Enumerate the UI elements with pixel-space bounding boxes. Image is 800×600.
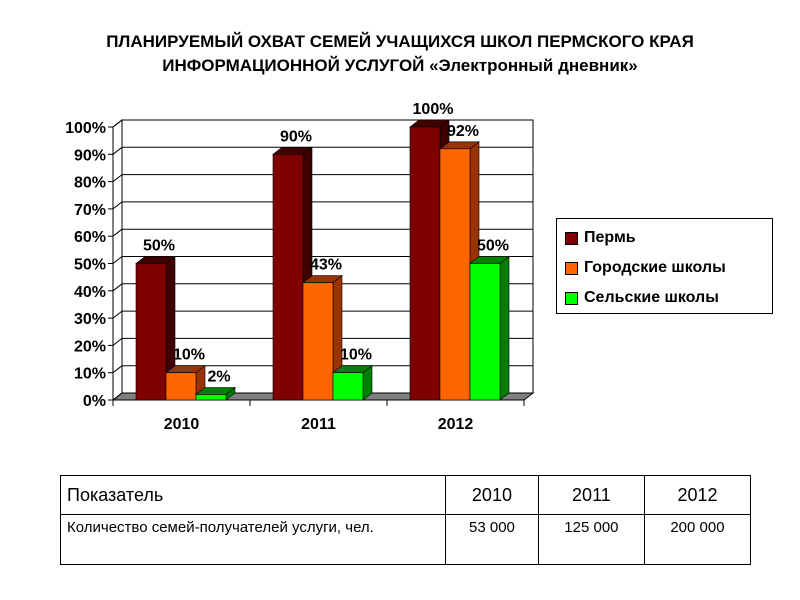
chart-title-line1: ПЛАНИРУЕМЫЙ ОХВАТ СЕМЕЙ УЧАЩИХСЯ ШКОЛ ПЕ…	[106, 32, 694, 51]
chart-legend: Пермь Городские школы Сельские школы	[556, 218, 773, 314]
bar	[409, 126, 441, 401]
table-header-row: Показатель 2010 2011 2012	[60, 475, 752, 515]
table-cell: Количество семей-получателей услуги, чел…	[60, 514, 446, 565]
y-tick-label: 60%	[74, 229, 106, 246]
legend-item-rural: Сельские школы	[565, 289, 719, 307]
legend-label: Городские школы	[584, 259, 726, 276]
chart-title-line2: ИНФОРМАЦИОННОЙ УСЛУГОЙ «Электронный днев…	[162, 56, 638, 75]
gridline-side	[112, 365, 123, 374]
header-cell: Показатель	[60, 475, 446, 515]
gridline-side	[112, 392, 123, 401]
data-label: 92%	[447, 123, 479, 140]
y-tick-label: 20%	[74, 338, 106, 355]
y-tick-label: 90%	[74, 147, 106, 164]
gridline-side	[112, 310, 123, 319]
table-cell: 200 000	[643, 514, 752, 565]
bar	[272, 154, 304, 401]
legend-label: Сельские школы	[584, 289, 719, 306]
header-cell: 2011	[537, 475, 645, 515]
y-tick-label: 70%	[74, 202, 106, 219]
data-table: Показатель 2010 2011 2012 Количество сем…	[60, 475, 752, 565]
legend-label: Пермь	[584, 229, 636, 246]
bar	[332, 372, 364, 401]
y-tick-label: 0%	[83, 393, 106, 410]
data-label: 43%	[310, 257, 342, 274]
bar	[195, 394, 227, 401]
bar	[469, 263, 501, 401]
table-cell: 53 000	[445, 514, 539, 565]
gridline-side	[112, 119, 123, 128]
legend-item-city: Городские школы	[565, 259, 726, 277]
gridline-side	[112, 283, 123, 292]
header-cell: 2010	[445, 475, 539, 515]
data-label: 50%	[477, 238, 509, 255]
data-label: 2%	[207, 369, 230, 386]
x-tick-label: 2011	[301, 416, 336, 433]
y-tick-label: 100%	[65, 120, 106, 137]
data-label: 50%	[143, 238, 175, 255]
table-row: Количество семей-получателей услуги, чел…	[60, 514, 752, 565]
gridline-side	[112, 338, 123, 346]
y-tick-label: 40%	[74, 284, 106, 301]
legend-swatch	[565, 261, 578, 275]
gridline-side	[112, 174, 123, 182]
y-tick-label: 30%	[74, 311, 106, 328]
bar-side	[499, 255, 510, 401]
bar	[439, 148, 471, 401]
data-label: 10%	[173, 347, 205, 364]
x-tick-label: 2010	[164, 416, 200, 433]
bar	[165, 372, 197, 401]
gridline-side	[112, 146, 123, 155]
data-label: 100%	[413, 101, 454, 118]
legend-swatch	[565, 231, 578, 245]
y-tick-label: 10%	[74, 366, 106, 383]
data-label: 90%	[280, 128, 312, 145]
data-label: 10%	[340, 347, 372, 364]
bar	[302, 282, 334, 401]
x-tick-label: 2012	[438, 416, 474, 433]
y-tick-label: 80%	[74, 175, 106, 192]
gridline-side	[112, 256, 123, 264]
gridline-side	[112, 201, 123, 210]
legend-swatch	[565, 291, 578, 305]
bar	[135, 263, 167, 401]
legend-item-perm: Пермь	[565, 229, 636, 247]
y-tick-label: 50%	[74, 257, 106, 274]
header-cell: 2012	[643, 475, 752, 515]
bar-chart: 0% 10% 20% 30% 40% 50% 60% 70% 80% 90% 100% 2010 50%…	[65, 101, 535, 433]
table-cell: 125 000	[537, 514, 645, 565]
gridline-side	[112, 228, 123, 237]
